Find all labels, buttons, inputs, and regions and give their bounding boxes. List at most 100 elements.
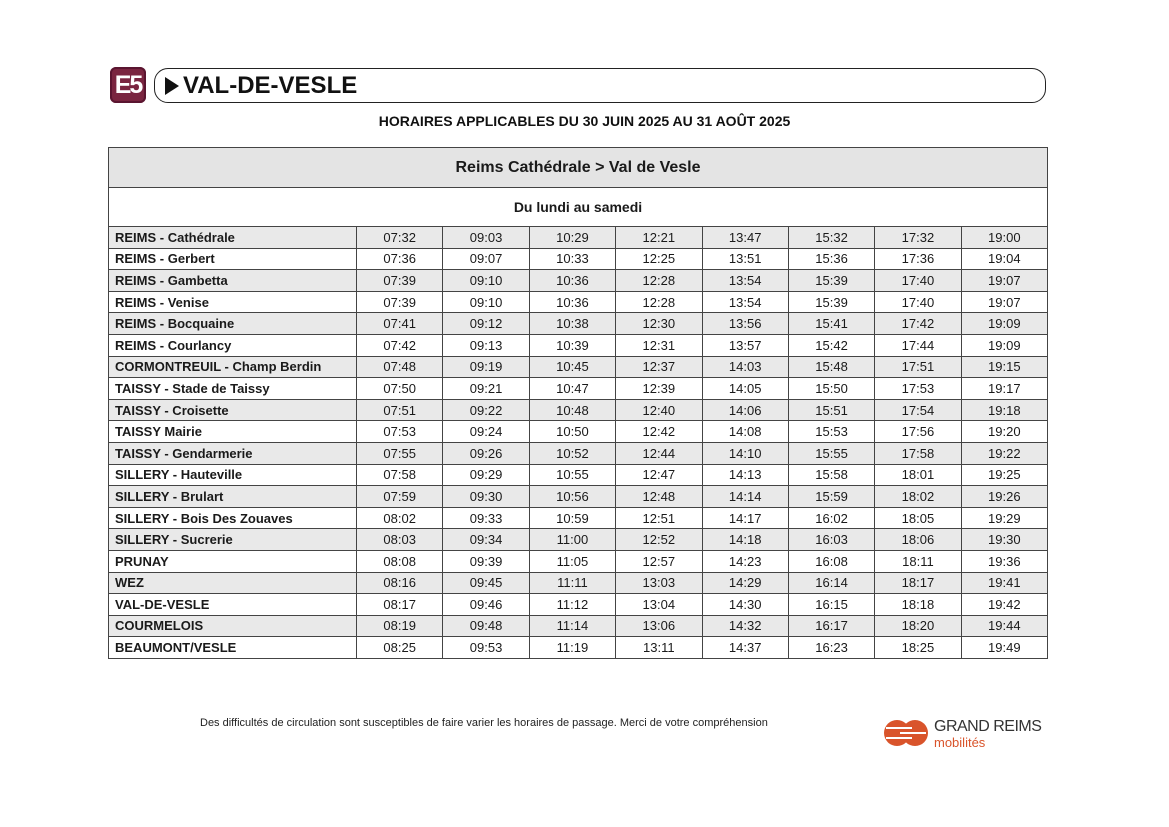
departure-time: 12:28	[615, 290, 703, 314]
table-row: TAISSY - Stade de Taissy 07:50 09:21 10:47 1…	[108, 377, 1049, 400]
departure-time: 09:26	[442, 441, 530, 465]
departure-time: 07:39	[355, 290, 444, 314]
departure-time: 19:07	[960, 290, 1049, 314]
departure-time: 14:05	[701, 377, 789, 400]
departure-time: 13:54	[701, 269, 789, 292]
departure-time: 17:44	[874, 333, 962, 357]
departure-time: 11:00	[528, 528, 617, 551]
departure-time: 19:09	[960, 333, 1049, 357]
departure-time: 19:44	[960, 614, 1049, 638]
logo-text-mobilites: mobilités	[934, 735, 986, 750]
departure-time: 17:40	[874, 269, 962, 292]
departure-time: 09:12	[442, 312, 530, 335]
departure-time: 13:56	[701, 312, 789, 335]
table-row: CORMONTREUIL - Champ Berdin 07:48 09:19 10:…	[108, 355, 1049, 379]
table-row: REIMS - Courlancy 07:42 09:13 10:39 12:31 13:…	[108, 333, 1049, 357]
departure-time: 19:42	[960, 593, 1049, 616]
departure-time: 15:51	[787, 398, 876, 422]
departure-time: 18:25	[874, 636, 962, 659]
departure-time: 12:39	[615, 377, 703, 400]
stop-name: BEAUMONT/VESLE	[108, 636, 357, 659]
departure-time: 13:03	[615, 571, 703, 595]
stop-name: VAL-DE-VESLE	[108, 593, 357, 616]
departure-time: 16:03	[787, 528, 876, 551]
stop-name: WEZ	[108, 571, 357, 595]
table-row: REIMS - Cathédrale 07:32 09:03 10:29 12:21 13…	[108, 226, 1049, 249]
departure-time: 19:30	[960, 528, 1049, 551]
departure-time: 10:56	[528, 485, 617, 508]
departure-time: 14:06	[701, 398, 789, 422]
departure-time: 09:33	[442, 506, 530, 530]
departure-time: 10:38	[528, 312, 617, 335]
departure-time: 16:02	[787, 506, 876, 530]
departure-time: 15:41	[787, 312, 876, 335]
departure-time: 15:39	[787, 269, 876, 292]
stop-name: TAISSY - Gendarmerie	[108, 441, 357, 465]
table-row: TAISSY Mairie 07:53 09:24 10:50 12:42 14:08 15…	[108, 420, 1049, 443]
departure-time: 13:54	[701, 290, 789, 314]
departure-time: 13:06	[615, 614, 703, 638]
departure-time: 09:21	[442, 377, 530, 400]
departure-time: 14:32	[701, 614, 789, 638]
departure-time: 18:05	[874, 506, 962, 530]
table-row: SILLERY - Sucrerie 08:03 09:34 11:00 12:52 14…	[108, 528, 1049, 551]
stop-name: SILLERY - Brulart	[108, 485, 357, 508]
stop-name: TAISSY - Stade de Taissy	[108, 377, 357, 400]
departure-time: 12:42	[615, 420, 703, 443]
departure-time: 10:52	[528, 441, 617, 465]
departure-time: 14:10	[701, 441, 789, 465]
table-row: SILLERY - Brulart 07:59 09:30 10:56 12:48 14:…	[108, 485, 1049, 508]
departure-time: 19:07	[960, 269, 1049, 292]
table-row: VAL-DE-VESLE 08:17 09:46 11:12 13:04 14:30 16:…	[108, 593, 1049, 616]
departure-time: 07:41	[355, 312, 444, 335]
departure-time: 09:07	[442, 247, 530, 271]
line-badge: E5	[110, 67, 146, 103]
departure-time: 19:49	[960, 636, 1049, 659]
departure-time: 17:36	[874, 247, 962, 271]
stop-name: REIMS - Gambetta	[108, 269, 357, 292]
departure-time: 12:48	[615, 485, 703, 508]
departure-time: 19:29	[960, 506, 1049, 530]
departure-time: 19:15	[960, 355, 1049, 379]
departure-time: 09:03	[442, 226, 530, 249]
departure-time: 09:10	[442, 269, 530, 292]
departure-time: 07:55	[355, 441, 444, 465]
stop-name: SILLERY - Bois Des Zouaves	[108, 506, 357, 530]
departure-time: 19:09	[960, 312, 1049, 335]
departure-time: 07:39	[355, 269, 444, 292]
departure-time: 15:58	[787, 463, 876, 487]
departure-time: 16:08	[787, 549, 876, 573]
departure-time: 11:14	[528, 614, 617, 638]
departure-time: 14:18	[701, 528, 789, 551]
departure-time: 08:08	[355, 549, 444, 573]
stop-name: TAISSY Mairie	[108, 420, 357, 443]
departure-time: 08:03	[355, 528, 444, 551]
departure-time: 14:30	[701, 593, 789, 616]
departure-time: 19:18	[960, 398, 1049, 422]
departure-time: 09:10	[442, 290, 530, 314]
stop-name: REIMS - Gerbert	[108, 247, 357, 271]
departure-time: 12:21	[615, 226, 703, 249]
stop-name: SILLERY - Sucrerie	[108, 528, 357, 551]
table-row: REIMS - Gambetta 07:39 09:10 10:36 12:28 13:5…	[108, 269, 1049, 292]
table-row: REIMS - Gerbert 07:36 09:07 10:33 12:25 13:51…	[108, 247, 1049, 271]
departure-time: 10:33	[528, 247, 617, 271]
departure-time: 13:11	[615, 636, 703, 659]
departure-time: 14:03	[701, 355, 789, 379]
departure-time: 15:48	[787, 355, 876, 379]
departure-time: 12:28	[615, 269, 703, 292]
table-row: SILLERY - Hauteville 07:58 09:29 10:55 12:47…	[108, 463, 1049, 487]
departure-time: 15:59	[787, 485, 876, 508]
departure-time: 15:42	[787, 333, 876, 357]
departure-time: 14:14	[701, 485, 789, 508]
stop-name: SILLERY - Hauteville	[108, 463, 357, 487]
departure-time: 10:39	[528, 333, 617, 357]
departure-time: 09:48	[442, 614, 530, 638]
table-row: PRUNAY 08:08 09:39 11:05 12:57 14:23 16:08 18:1…	[108, 549, 1049, 573]
departure-time: 10:45	[528, 355, 617, 379]
departure-time: 18:11	[874, 549, 962, 573]
departure-time: 13:51	[701, 247, 789, 271]
departure-time: 12:25	[615, 247, 703, 271]
departure-time: 16:14	[787, 571, 876, 595]
departure-time: 09:45	[442, 571, 530, 595]
